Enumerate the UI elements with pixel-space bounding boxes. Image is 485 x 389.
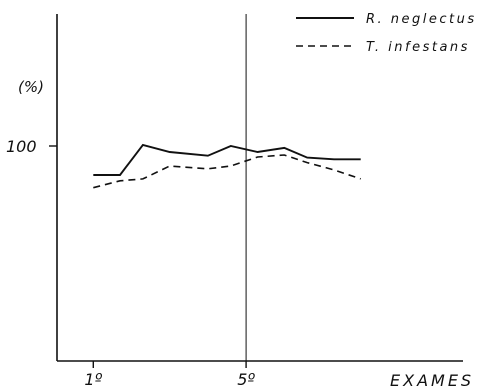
series-layer (93, 143, 361, 189)
y-axis-label: (%) (18, 78, 44, 96)
legend-label: R. neglectus (366, 12, 477, 27)
legend-label: T. infestans (366, 40, 470, 55)
x-tick-label: 5º (237, 370, 255, 389)
legend: R. neglectus T. infestans (296, 12, 477, 55)
series-line (93, 154, 361, 189)
x-axis-label: EXAMES (390, 371, 474, 389)
y-tick-label: 100 (6, 137, 37, 156)
series-line (93, 143, 361, 176)
x-tick-label: 1º (84, 370, 102, 389)
axes: 100 1º 5º (6, 14, 463, 389)
